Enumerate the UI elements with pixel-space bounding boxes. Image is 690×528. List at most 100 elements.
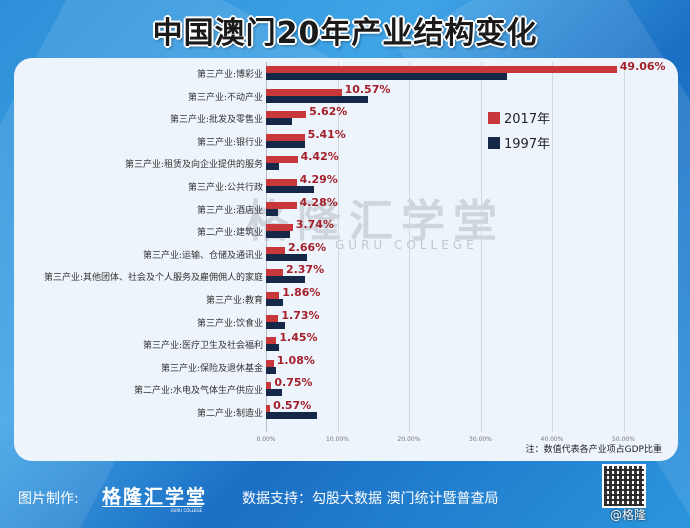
gridline xyxy=(337,62,339,432)
value-label: 10.57% xyxy=(344,82,391,96)
bar-row: 第三产业:医疗卫生及社会福利 1.45% xyxy=(0,331,690,357)
chart-legend: 2017年 1997年 xyxy=(488,108,550,158)
bar-row: 第三产业:酒店业 4.28% xyxy=(0,196,690,222)
category-label: 第三产业:博彩业 xyxy=(196,70,263,80)
bar-2017 xyxy=(266,337,277,345)
bar-2017 xyxy=(266,133,305,141)
bar-2017 xyxy=(266,269,283,277)
category-label: 第三产业:批发及零售业 xyxy=(169,115,263,126)
bar-1997 xyxy=(266,253,307,261)
x-tick-label: 50.00% xyxy=(612,436,635,443)
bar-row: 第二产业:制造业 0.57% xyxy=(0,399,690,425)
value-label: 0.75% xyxy=(274,376,313,390)
chart-note: 注：数值代表各产业项占GDP比重 xyxy=(525,445,662,455)
value-label: 4.42% xyxy=(300,150,339,164)
weibo-handle: @格隆 xyxy=(610,508,647,522)
bar-2017 xyxy=(266,314,279,322)
category-label: 第三产业:其他团体、社会及个人服务及雇佣佣人的家庭 xyxy=(43,273,263,284)
value-label: 5.62% xyxy=(309,105,348,119)
bar-row: 第二产业:建筑业 3.74% xyxy=(0,218,690,244)
legend-label: 2017年 xyxy=(504,112,551,127)
bar-1997 xyxy=(266,208,279,216)
bar-1997 xyxy=(266,118,292,126)
value-label: 1.86% xyxy=(282,286,321,299)
category-label: 第二产业:制造业 xyxy=(196,409,263,419)
x-tick-label: 0.00% xyxy=(256,436,276,443)
category-label: 第三产业:饮食业 xyxy=(196,318,263,329)
value-label: 49.06% xyxy=(619,60,666,73)
qr-code-icon xyxy=(602,464,646,508)
bar-row: 第三产业:保险及退休基金 1.08% xyxy=(0,354,690,380)
bar-1997 xyxy=(266,163,279,171)
bar-1997 xyxy=(266,186,314,193)
bar-row: 第三产业:其他团体、社会及个人服务及雇佣佣人的家庭 2.37% xyxy=(0,263,690,289)
gridline xyxy=(623,62,625,432)
bar-2017 xyxy=(266,179,297,186)
bar-2017 xyxy=(266,66,617,73)
legend-item-1997: 1997年 xyxy=(488,133,550,152)
value-label: 4.28% xyxy=(299,195,338,209)
bar-2017 xyxy=(266,224,293,232)
legend-swatch-icon xyxy=(488,136,500,149)
category-label: 第二产业:水电及气体生产供应业 xyxy=(133,386,263,397)
gridline xyxy=(409,62,410,432)
x-tick-label: 30.00% xyxy=(469,436,492,443)
value-label: 5.41% xyxy=(307,127,346,141)
footer-brand-logo: 格隆汇学堂 xyxy=(102,486,208,508)
footer-brand-sub: GURU COLLEGE xyxy=(102,506,202,513)
bar-row: 第三产业:公共行政 4.29% xyxy=(0,173,690,199)
category-label: 第三产业:银行业 xyxy=(196,137,263,148)
bar-2017 xyxy=(266,88,342,96)
category-label: 第三产业:不动产业 xyxy=(187,92,263,103)
category-label: 第三产业:公共行政 xyxy=(187,183,263,193)
bar-row: 第三产业:教育 1.86% xyxy=(0,286,690,312)
value-label: 2.66% xyxy=(288,240,327,254)
value-label: 1.73% xyxy=(281,308,320,322)
bar-row: 第三产业:饮食业 1.73% xyxy=(0,309,690,335)
category-label: 第三产业:租赁及向企业提供的服务 xyxy=(124,160,263,171)
gridline xyxy=(480,62,482,432)
watermark-sub: GURU COLLEGE xyxy=(335,238,478,252)
bar-2017 xyxy=(266,156,298,164)
value-label: 4.29% xyxy=(299,173,338,186)
footer-data-source: 数据支持：勾股大数据 澳门统计暨普查局 xyxy=(242,491,499,507)
x-tick-label: 20.00% xyxy=(397,436,421,443)
bar-1997 xyxy=(266,73,507,80)
bar-row: 第三产业:银行业 5.41% xyxy=(0,128,690,154)
bar-row: 第三产业:博彩业 49.06% xyxy=(0,60,690,86)
category-label: 第三产业:保险及退休基金 xyxy=(160,363,263,374)
page-title: 中国澳门20年产业结构变化 xyxy=(152,16,538,51)
bar-2017 xyxy=(266,382,272,390)
bar-row: 第二产业:水电及气体生产供应业 0.75% xyxy=(0,376,690,402)
legend-swatch-icon xyxy=(488,111,500,124)
bar-row: 第三产业:运输、仓储及通讯业 2.66% xyxy=(0,241,690,267)
x-tick-label: 10.00% xyxy=(326,436,349,443)
x-tick-label: 40.00% xyxy=(540,436,564,443)
bar-row: 第三产业:租赁及向企业提供的服务 4.42% xyxy=(0,150,690,176)
category-label: 第三产业:运输、仓储及通讯业 xyxy=(142,250,263,261)
value-label: 2.37% xyxy=(285,263,325,277)
bar-2017 xyxy=(266,405,271,412)
bar-1997 xyxy=(266,366,276,374)
value-label: 0.57% xyxy=(273,399,312,412)
gridline xyxy=(552,62,553,432)
footer-credit-label: 图片制作: xyxy=(18,491,79,507)
chart-panel xyxy=(14,58,678,461)
bar-1997 xyxy=(266,140,306,148)
category-label: 第二产业:建筑业 xyxy=(196,228,263,239)
bar-1997 xyxy=(266,412,317,419)
legend-label: 1997年 xyxy=(504,137,551,152)
legend-item-2017: 2017年 xyxy=(488,108,550,127)
bar-1997 xyxy=(266,321,286,329)
category-label: 第三产业:医疗卫生及社会福利 xyxy=(142,341,263,352)
bar-1997 xyxy=(266,299,284,306)
bar-2017 xyxy=(266,246,286,254)
bar-1997 xyxy=(266,231,291,239)
bar-row: 第三产业:不动产业 10.57% xyxy=(0,83,690,109)
bar-1997 xyxy=(266,389,282,397)
value-label: 3.74% xyxy=(295,218,334,232)
value-label: 1.08% xyxy=(276,353,315,367)
bar-2017 xyxy=(266,292,280,299)
bar-1997 xyxy=(266,95,369,103)
footer: 图片制作: 格隆汇学堂 GURU COLLEGE 数据支持：勾股大数据 澳门统计… xyxy=(0,464,690,528)
